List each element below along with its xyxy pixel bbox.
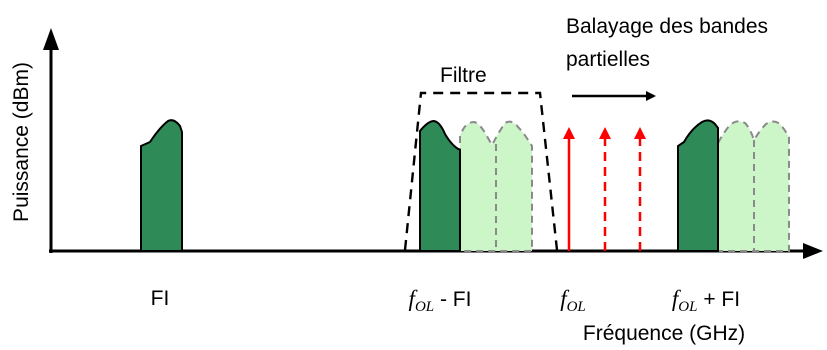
- sweep-label-line2: partielles: [566, 48, 650, 71]
- svg-text:fOL + FI: fOL + FI: [672, 286, 740, 315]
- x-axis-arrowhead: [803, 243, 823, 259]
- upper-sideband: [677, 119, 790, 252]
- f-ol-label: fOL: [560, 286, 586, 315]
- svg-text:fOL: fOL: [560, 286, 586, 315]
- lower-sideband-band: [419, 119, 461, 252]
- y-axis-arrowhead: [43, 28, 59, 50]
- partial-band-ghost: [717, 120, 790, 252]
- fi-label: FI: [151, 287, 170, 310]
- x-axis-label: Fréquence (GHz): [583, 322, 745, 345]
- fi-band: [140, 119, 183, 252]
- filter-label: Filtre: [440, 64, 487, 87]
- sweep-label-line1: Balayage des bandes: [566, 15, 768, 38]
- y-axis-label: Puissance (dBm): [10, 62, 33, 222]
- svg-text:fOL - FI: fOL - FI: [409, 286, 472, 315]
- lower-sideband: [419, 119, 533, 252]
- f-ol-plus-fi-label: fOL + FI: [672, 286, 740, 315]
- upper-sideband-band: [677, 119, 719, 252]
- f-ol-minus-fi-label: fOL - FI: [409, 286, 472, 315]
- local-oscillator-lines: [563, 127, 646, 251]
